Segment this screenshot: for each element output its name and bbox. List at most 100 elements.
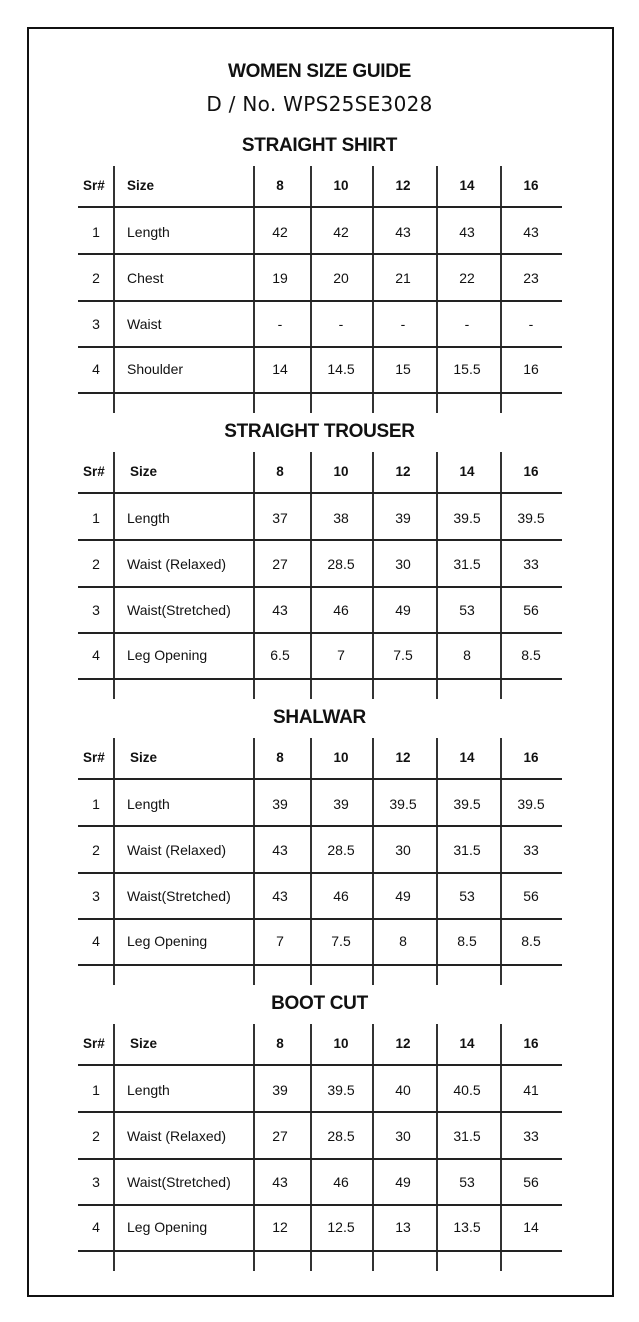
column-divider [436,452,438,699]
measurement-value: - [277,316,283,332]
row-label: Waist [127,316,162,332]
row-label: Leg Opening [127,933,208,949]
measurement-value: 39.5 [517,510,545,526]
measurement-value: 43 [395,224,411,240]
measurement-value: 40.5 [453,1082,481,1098]
measurement-value: 16 [523,361,539,377]
measurement-value: 39 [272,796,288,812]
measurement-value: - [400,316,406,332]
row-sr: 1 [92,510,100,526]
row-sr: 4 [92,1219,100,1235]
row-divider [78,1250,562,1252]
measurement-value: 56 [523,1174,539,1190]
row-divider [78,392,562,394]
row-divider [78,206,562,208]
measurement-value: 13.5 [453,1219,481,1235]
measurement-value: 30 [395,1128,411,1144]
measurement-value: 41 [523,1082,539,1098]
measurement-value: 22 [459,270,475,286]
column-divider [436,166,438,413]
measurement-value: 7.5 [331,933,351,949]
measurement-value: 40 [395,1082,411,1098]
measurement-value: 19 [272,270,288,286]
measurement-value: 39.5 [327,1082,355,1098]
measurement-value: 49 [395,602,411,618]
row-divider [78,632,562,634]
row-sr: 1 [92,796,100,812]
row-label: Waist(Stretched) [127,888,231,904]
measurement-value: 8 [463,647,471,663]
row-label: Leg Opening [127,1219,208,1235]
row-divider [78,678,562,680]
row-label: Shoulder [127,361,184,377]
row-label: Length [127,224,170,240]
measurement-value: 12 [272,1219,288,1235]
measurement-value: 8.5 [521,933,541,949]
measurement-value: 37 [272,510,288,526]
row-divider [78,918,562,920]
column-divider [310,1024,312,1271]
header-size-16: 16 [523,750,539,765]
page-border [27,27,614,1297]
measurement-value: 56 [523,888,539,904]
row-label: Waist (Relaxed) [127,1128,227,1144]
row-sr: 4 [92,647,100,663]
row-sr: 3 [92,602,100,618]
measurement-value: - [528,316,534,332]
header-size-10: 10 [333,750,349,765]
measurement-value: 21 [395,270,411,286]
measurement-value: 39.5 [389,796,417,812]
measurement-value: 53 [459,602,475,618]
column-divider [310,738,312,985]
row-divider [78,300,562,302]
measurement-value: 8.5 [521,647,541,663]
row-divider [78,492,562,494]
row-label: Waist(Stretched) [127,602,231,618]
header-size-10: 10 [333,178,349,193]
row-sr: 3 [92,1174,100,1190]
column-divider [436,738,438,985]
row-divider [78,1111,562,1113]
row-divider [78,825,562,827]
row-divider [78,1158,562,1160]
column-divider [253,452,255,699]
row-divider [78,964,562,966]
measurement-value: 8 [399,933,407,949]
column-divider [500,452,502,699]
row-divider [78,346,562,348]
row-sr: 2 [92,270,100,286]
measurement-value: 43 [523,224,539,240]
measurement-value: 31.5 [453,1128,481,1144]
header-size-14: 14 [459,1036,475,1051]
column-divider [372,166,374,413]
measurement-value: 39 [272,1082,288,1098]
measurement-value: 43 [272,1174,288,1190]
measurement-value: 33 [523,842,539,858]
row-divider [78,778,562,780]
measurement-value: 43 [272,602,288,618]
measurement-value: 13 [395,1219,411,1235]
page-title: WOMEN SIZE GUIDE [227,61,412,82]
row-label: Waist (Relaxed) [127,842,227,858]
header-size: Size [127,178,155,193]
row-divider [78,253,562,255]
measurement-value: - [464,316,470,332]
measurement-value: 49 [395,888,411,904]
column-divider [113,166,115,413]
column-divider [253,738,255,985]
measurement-value: 33 [523,556,539,572]
header-sr: Sr# [83,750,105,765]
row-divider [78,1064,562,1066]
header-size-10: 10 [333,1036,349,1051]
column-divider [372,1024,374,1271]
row-label: Length [127,796,170,812]
measurement-value: 28.5 [327,556,355,572]
column-divider [500,166,502,413]
header-size: Size [130,750,158,765]
column-divider [436,1024,438,1271]
row-sr: 2 [92,1128,100,1144]
row-sr: 1 [92,224,100,240]
row-divider [78,872,562,874]
column-divider [113,738,115,985]
row-divider [78,1204,562,1206]
